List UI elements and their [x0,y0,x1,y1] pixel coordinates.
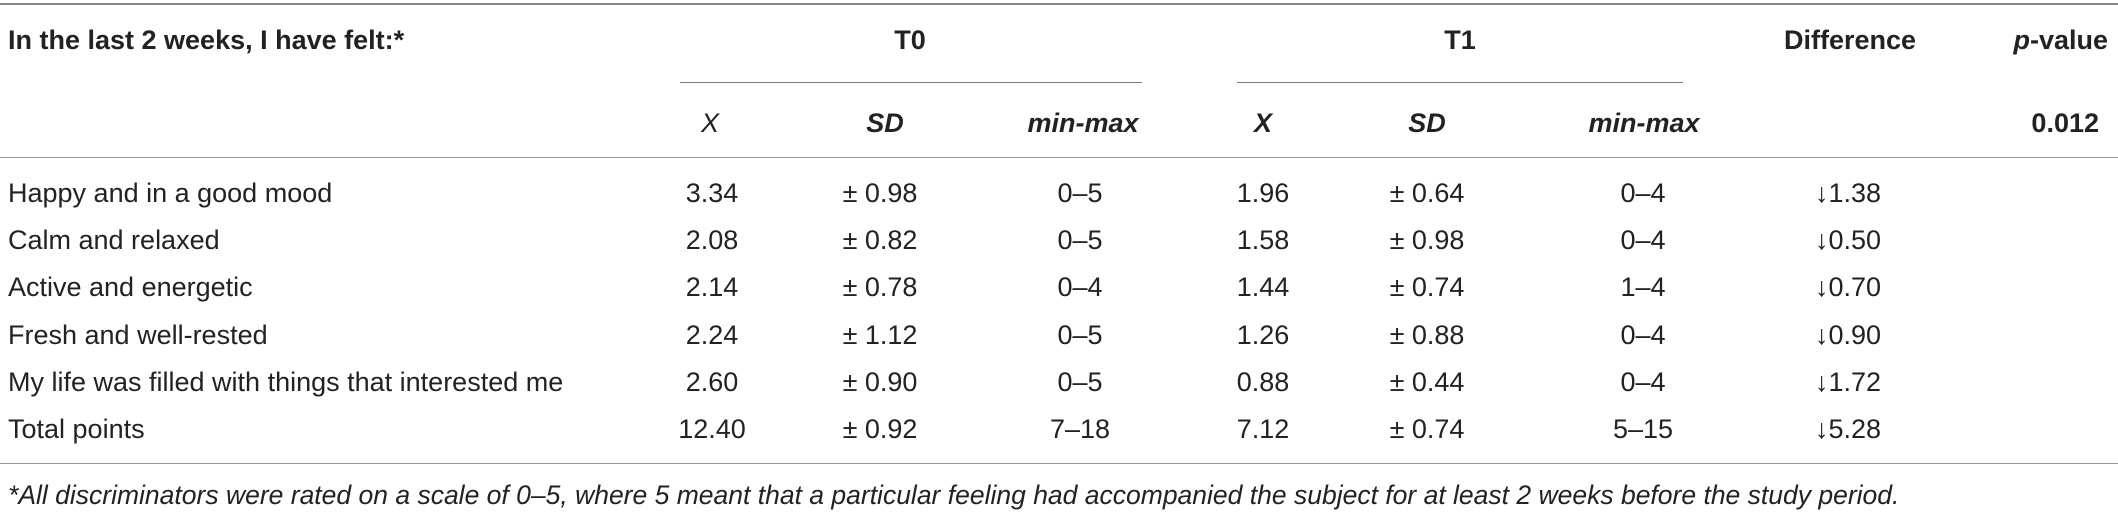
t1-minmax: 0–4 [1620,225,1666,255]
t0-span-rule [680,82,1142,83]
t0-minmax: 0–5 [1057,320,1103,350]
t1-x-header: X [1253,108,1273,138]
t0-group-header: T0 [894,25,926,55]
table-top-rule [0,3,2118,5]
t1-mean: 0.88 [1236,367,1290,397]
row-label: Calm and relaxed [8,225,220,255]
t1-minmax: 0–4 [1620,320,1666,350]
t0-sd: ± 1.12 [842,320,918,350]
row-label: Active and energetic [8,272,253,302]
t1-sd: ± 0.74 [1389,272,1465,302]
t1-sd: ± 0.44 [1389,367,1465,397]
table-bottom-rule [0,463,2118,464]
t1-minmax-header: min-max [1588,108,1700,138]
p-value-header-rest: -value [2029,25,2108,55]
t1-sd: ± 0.64 [1389,178,1465,208]
t0-minmax: 0–5 [1057,225,1103,255]
t0-minmax: 0–5 [1057,367,1103,397]
t1-sd: ± 0.74 [1389,414,1465,444]
difference: ↓1.38 [1814,178,1882,208]
header-bottom-rule [0,157,2118,158]
p-value-header: p-value [2013,23,2108,57]
t1-mean: 7.12 [1236,414,1290,444]
row-label: Fresh and well-rested [8,320,268,350]
p-value-header-p: p [2013,25,2030,55]
row-label: My life was filled with things that inte… [8,367,564,397]
t0-minmax-header: min-max [1027,108,1139,138]
p-value: 0.012 [2031,108,2099,138]
difference: ↓1.72 [1814,367,1882,397]
t0-minmax: 0–4 [1057,272,1103,302]
footnote: *All discriminators were rated on a scal… [8,480,1900,510]
t0-mean: 2.14 [685,272,739,302]
t1-mean: 1.58 [1236,225,1290,255]
row-label: Total points [8,414,145,444]
difference: ↓0.50 [1814,225,1882,255]
t0-mean: 2.24 [685,320,739,350]
t1-mean: 1.26 [1236,320,1290,350]
t1-group-header: T1 [1444,25,1476,55]
t1-minmax: 1–4 [1620,272,1666,302]
t1-minmax: 0–4 [1620,367,1666,397]
t0-sd: ± 0.90 [842,367,918,397]
t0-x-header: X [700,108,720,138]
t1-sd: ± 0.88 [1389,320,1465,350]
t1-minmax: 5–15 [1612,414,1674,444]
row-label: Happy and in a good mood [8,178,333,208]
t1-sd-header: SD [1408,108,1446,138]
t0-sd: ± 0.98 [842,178,918,208]
t1-mean: 1.96 [1236,178,1290,208]
t1-mean: 1.44 [1236,272,1290,302]
t0-sd-header: SD [866,108,904,138]
t0-sd: ± 0.82 [842,225,918,255]
t0-mean: 2.08 [685,225,739,255]
t1-minmax: 0–4 [1620,178,1666,208]
t0-sd: ± 0.78 [842,272,918,302]
t0-mean: 12.40 [678,414,746,444]
t0-mean: 2.60 [685,367,739,397]
row-label-header: In the last 2 weeks, I have felt:* [8,25,405,55]
t0-minmax: 7–18 [1049,414,1111,444]
t0-mean: 3.34 [685,178,739,208]
difference: ↓5.28 [1814,414,1882,444]
t0-sd: ± 0.92 [842,414,918,444]
difference-header: Difference [1783,25,1917,55]
t1-sd: ± 0.98 [1389,225,1465,255]
t0-minmax: 0–5 [1057,178,1103,208]
difference: ↓0.70 [1814,272,1882,302]
t1-span-rule [1237,82,1683,83]
difference: ↓0.90 [1814,320,1882,350]
